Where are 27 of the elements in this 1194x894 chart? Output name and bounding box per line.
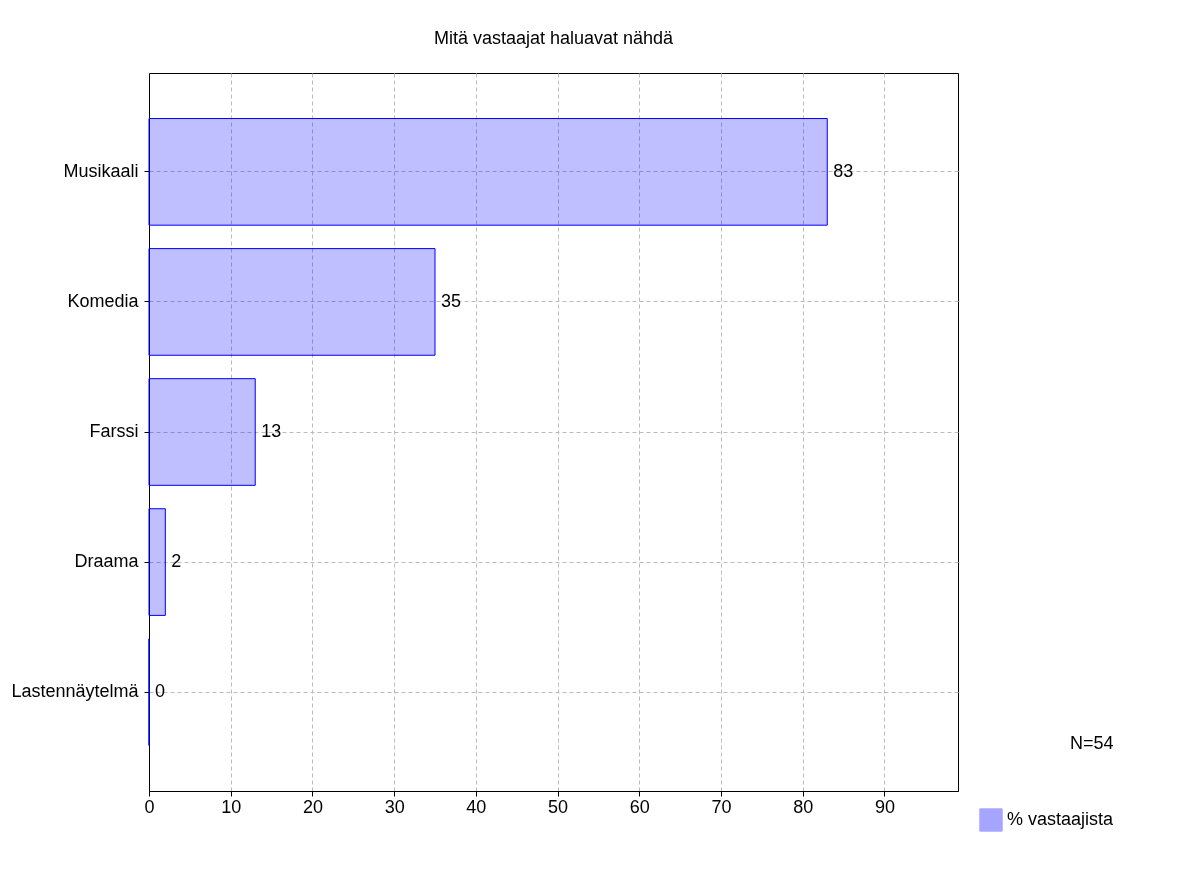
data-label: 0 — [155, 681, 166, 702]
text: N=54 — [1070, 733, 1114, 754]
bar — [148, 378, 256, 486]
y-tick-label: Draama — [74, 551, 140, 572]
x-tick-label: 80 — [793, 796, 814, 817]
x-tick-label: 30 — [384, 796, 405, 817]
y-tick-label: Musikaali — [63, 160, 139, 181]
bar — [148, 508, 166, 616]
data-label: 83 — [833, 160, 854, 181]
data-label: 2 — [171, 551, 182, 572]
bar — [148, 248, 436, 356]
x-tick-label: 20 — [302, 796, 323, 817]
y-tick-label: Farssi — [89, 421, 139, 441]
x-tick-label: 40 — [466, 796, 487, 817]
legend-label: % vastaajista — [1007, 809, 1115, 829]
data-label: 13 — [261, 421, 282, 441]
x-tick-label: 70 — [711, 796, 732, 817]
x-tick-label: 50 — [548, 796, 569, 817]
y-tick-label: Komedia — [67, 290, 140, 311]
x-tick-label: 10 — [221, 796, 242, 817]
x-tick-label: 60 — [629, 796, 650, 817]
bar — [148, 118, 828, 226]
x-tick-label: 90 — [874, 796, 895, 817]
y-tick-label: Lastennäytelmä — [11, 681, 140, 702]
chart-title: Mitä vastaajat haluavat nähdä — [433, 28, 675, 48]
x-tick-label: 0 — [144, 796, 155, 817]
data-label: 35 — [441, 290, 462, 311]
